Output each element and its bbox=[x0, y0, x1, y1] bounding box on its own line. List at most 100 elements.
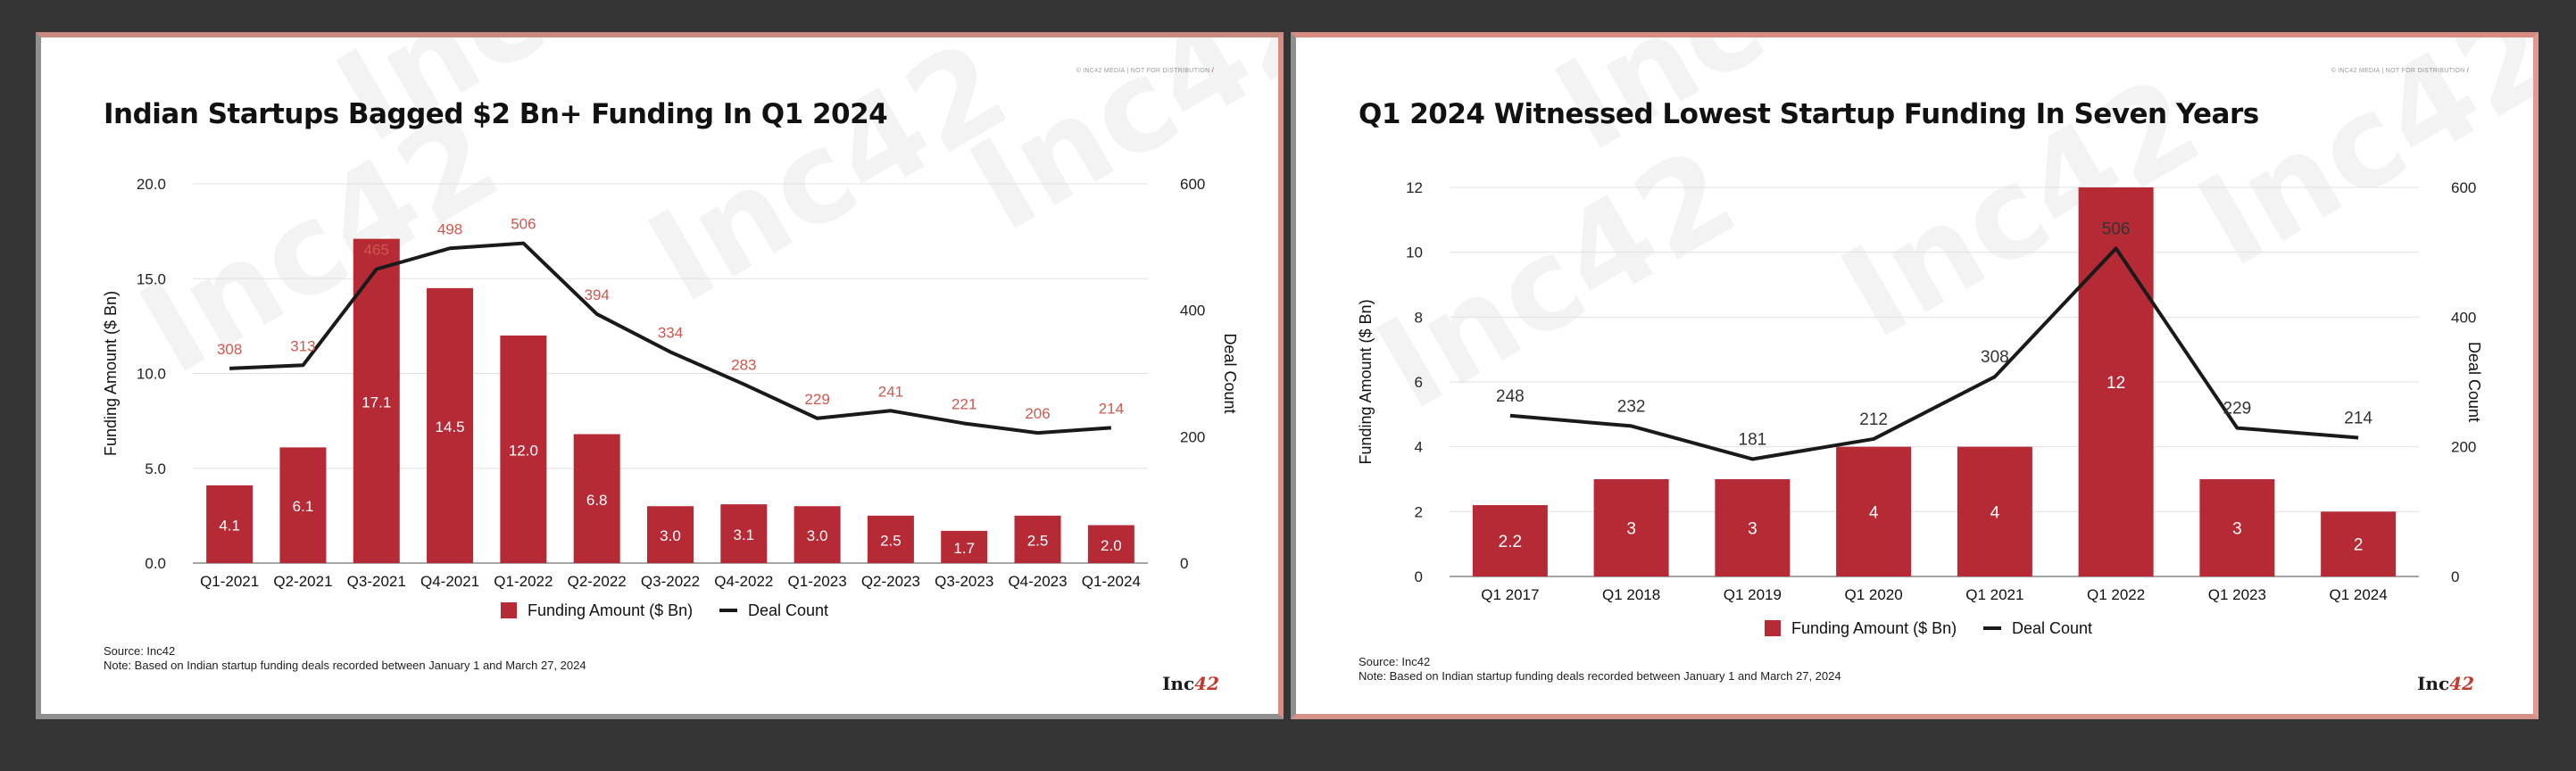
deal-count-label: 308 bbox=[1981, 348, 2009, 367]
bar-value-label: 12.0 bbox=[509, 443, 538, 460]
source-note: Source: Inc42 bbox=[1359, 655, 1431, 668]
x-tick-label: Q1 2018 bbox=[1602, 586, 1660, 603]
source-note: Source: Inc42 bbox=[104, 644, 176, 658]
bar bbox=[867, 515, 914, 563]
deal-count-label: 241 bbox=[878, 383, 903, 400]
bar-value-label: 3 bbox=[1748, 520, 1757, 539]
bar-value-label: 3.0 bbox=[807, 527, 828, 544]
deal-count-label: 212 bbox=[1859, 410, 1888, 429]
y-tick-label: 10.0 bbox=[137, 366, 166, 383]
x-tick-label: Q1 2020 bbox=[1845, 586, 1903, 603]
y-tick-label: 20.0 bbox=[137, 176, 166, 193]
x-tick-label: Q3-2022 bbox=[641, 573, 700, 590]
x-tick-label: Q3-2021 bbox=[347, 573, 406, 590]
legend-label: Funding Amount ($ Bn) bbox=[1791, 619, 1957, 637]
bar bbox=[279, 447, 327, 563]
bar bbox=[941, 530, 988, 563]
y2-tick-label: 200 bbox=[2451, 439, 2476, 456]
bar-value-label: 6.1 bbox=[293, 498, 314, 515]
bar-value-label: 12 bbox=[2107, 374, 2125, 393]
legend: Funding Amount ($ Bn) Deal Count bbox=[501, 601, 828, 619]
bar-series: 4.1 6.1 17.1 14.5 12.0 6.8 3.0 3.1 3.0 2.5 1.7 2.5 2… bbox=[206, 238, 1134, 563]
y2-axis-title: Deal Count bbox=[2465, 342, 2483, 422]
bar-value-label: 6.8 bbox=[586, 492, 608, 509]
x-tick-label: Q1-2024 bbox=[1082, 573, 1141, 590]
chart-notes: Source: Inc42 Note: Based on Indian star… bbox=[1359, 655, 1841, 684]
x-tick-label: Q1 2017 bbox=[1481, 586, 1539, 603]
y2-tick-label: 0 bbox=[2451, 568, 2459, 585]
legend: Funding Amount ($ Bn) Deal Count bbox=[1765, 619, 2092, 637]
x-tick-label: Q1-2023 bbox=[788, 573, 847, 590]
y2-tick-label: 400 bbox=[2451, 309, 2476, 326]
chart-title: Indian Startups Bagged $2 Bn+ Funding In… bbox=[104, 98, 888, 130]
bar bbox=[427, 287, 474, 563]
bar bbox=[353, 238, 400, 563]
methodology-note: Note: Based on Indian startup funding de… bbox=[1359, 669, 1841, 683]
bar bbox=[573, 434, 620, 563]
bar-series: 2.2 3 3 4 4 12 3 2 bbox=[1472, 187, 2397, 576]
chart-panel-left: © INC42 MEDIA | NOT FOR DISTRIBUTION / I… bbox=[36, 32, 1284, 719]
y-tick-label: 0 bbox=[1415, 568, 1423, 585]
watermark-text: Inc42 bbox=[627, 37, 1032, 331]
funding-chart-yearly: Inc42Inc42Inc42Inc42 0 2 4 6 8 10 12 0 200 400 600 F… bbox=[1355, 37, 2534, 637]
y-tick-label: 6 bbox=[1415, 374, 1423, 391]
watermark: Inc42Inc42Inc42Inc42 bbox=[1355, 37, 2534, 438]
y-tick-label: 15.0 bbox=[137, 270, 166, 287]
bar bbox=[1593, 479, 1669, 576]
bar bbox=[647, 506, 694, 563]
y-tick-label: 0.0 bbox=[145, 555, 166, 572]
bar-value-label: 1.7 bbox=[953, 540, 975, 557]
bar-value-label: 14.5 bbox=[436, 419, 465, 435]
bar bbox=[500, 336, 547, 563]
y-tick-label: 10 bbox=[1406, 245, 1423, 261]
deal-count-label: 229 bbox=[804, 391, 829, 408]
y-tick-label: 4 bbox=[1415, 439, 1423, 456]
bar bbox=[1957, 446, 2032, 576]
watermark-text: Inc42 bbox=[1355, 120, 1760, 438]
bar-value-label: 2.5 bbox=[880, 532, 902, 549]
bar bbox=[720, 504, 768, 563]
x-tick-label: Q1 2019 bbox=[1724, 586, 1782, 603]
deal-count-label: 214 bbox=[1099, 400, 1124, 417]
bar bbox=[1472, 505, 1548, 576]
y2-tick-label: 200 bbox=[1180, 428, 1205, 445]
bar-value-label: 17.1 bbox=[361, 394, 391, 410]
y2-tick-label: 0 bbox=[1180, 555, 1188, 572]
y2-tick-label: 600 bbox=[1180, 176, 1205, 193]
bar bbox=[2199, 479, 2275, 576]
y2-axis-title: Deal Count bbox=[1221, 333, 1239, 413]
deal-count-label: 506 bbox=[2102, 220, 2131, 238]
bar bbox=[1014, 515, 1061, 563]
chart-title: Q1 2024 Witnessed Lowest Startup Funding… bbox=[1359, 98, 2259, 130]
x-tick-label: Q3-2023 bbox=[935, 573, 993, 590]
bar bbox=[794, 506, 841, 563]
y-tick-label: 12 bbox=[1406, 179, 1423, 196]
bar bbox=[1087, 525, 1134, 563]
deal-count-line bbox=[229, 241, 1111, 435]
legend-swatch-bar bbox=[501, 602, 517, 618]
funding-chart-quarterly: Inc42Inc42Inc42Inc420.05.010.015.020.002… bbox=[102, 37, 1279, 619]
y2-tick-label: 600 bbox=[2451, 179, 2476, 196]
bar bbox=[2078, 187, 2154, 576]
deal-count-label: 232 bbox=[1617, 397, 1646, 416]
watermark-text: Inc42 bbox=[1533, 37, 1939, 179]
watermark-text: Inc42 bbox=[948, 37, 1279, 260]
y-axis-title: Funding Amount ($ Bn) bbox=[102, 291, 120, 456]
inc42-logo: Inc42 bbox=[1162, 673, 1219, 694]
chart-panel-right: © INC42 MEDIA | NOT FOR DISTRIBUTION / Q… bbox=[1291, 32, 2539, 719]
legend-swatch-bar bbox=[1765, 620, 1781, 636]
bar-value-label: 2.0 bbox=[1101, 537, 1122, 554]
x-tick-label: Q1-2022 bbox=[494, 573, 553, 590]
deal-count-label: 181 bbox=[1739, 430, 1767, 449]
deal-count-line bbox=[1509, 246, 2359, 461]
legend-label: Deal Count bbox=[2012, 619, 2092, 637]
deal-count-label: 498 bbox=[437, 220, 462, 237]
deal-count-label: 465 bbox=[364, 242, 389, 259]
x-tick-label: Q2-2022 bbox=[568, 573, 627, 590]
y2-tick-label: 400 bbox=[1180, 303, 1205, 319]
legend-label: Funding Amount ($ Bn) bbox=[528, 601, 693, 619]
bar-value-label: 4 bbox=[1869, 503, 1879, 522]
deal-count-label: 506 bbox=[511, 216, 536, 233]
bar-value-label: 2.5 bbox=[1027, 532, 1049, 549]
deal-count-label: 214 bbox=[2344, 409, 2372, 427]
